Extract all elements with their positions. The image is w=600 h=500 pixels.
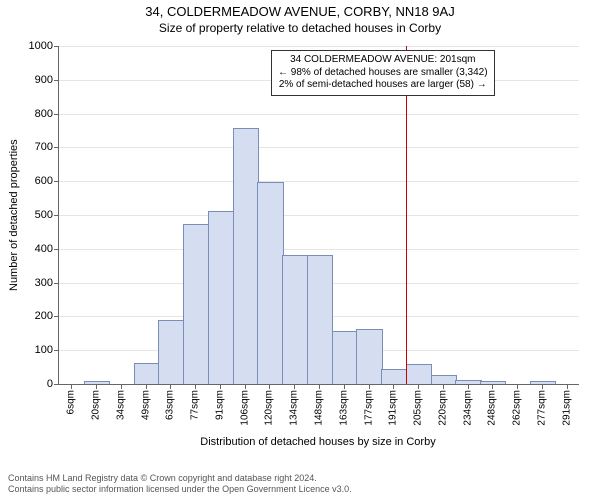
x-tick-mark	[443, 384, 444, 389]
x-tick-mark	[245, 384, 246, 389]
histogram-bar	[134, 363, 160, 384]
chart-subtitle: Size of property relative to detached ho…	[0, 19, 600, 39]
footer-line-1: Contains HM Land Registry data © Crown c…	[8, 473, 352, 485]
chart-container: 34, COLDERMEADOW AVENUE, CORBY, NN18 9AJ…	[0, 0, 600, 500]
histogram-bar	[282, 255, 308, 384]
y-tick-label: 300	[35, 277, 59, 289]
x-tick-label: 148sqm	[314, 390, 325, 426]
x-tick-mark	[294, 384, 295, 389]
y-tick-label: 500	[35, 209, 59, 221]
x-tick-label: 49sqm	[140, 390, 151, 420]
y-tick-label: 400	[35, 243, 59, 255]
x-tick-label: 20sqm	[91, 390, 102, 420]
footer-line-2: Contains public sector information licen…	[8, 484, 352, 496]
x-tick-mark	[220, 384, 221, 389]
plot-area: 010020030040050060070080090010006sqm20sq…	[58, 46, 579, 385]
annotation-box: 34 COLDERMEADOW AVENUE: 201sqm← 98% of d…	[271, 50, 495, 96]
x-tick-mark	[344, 384, 345, 389]
x-tick-label: 106sqm	[239, 390, 250, 426]
gridline-h	[59, 46, 579, 47]
histogram-bar	[233, 128, 259, 384]
histogram-bar	[356, 329, 382, 384]
x-tick-mark	[319, 384, 320, 389]
x-tick-mark	[468, 384, 469, 389]
x-tick-label: 262sqm	[512, 390, 523, 426]
gridline-h	[59, 147, 579, 148]
histogram-bar	[158, 320, 184, 384]
x-axis-title: Distribution of detached houses by size …	[58, 436, 578, 448]
x-tick-mark	[393, 384, 394, 389]
histogram-bar	[183, 224, 209, 384]
y-tick-label: 600	[35, 175, 59, 187]
x-tick-label: 63sqm	[165, 390, 176, 420]
y-tick-label: 0	[47, 378, 59, 390]
histogram-bar	[307, 255, 333, 384]
x-tick-label: 205sqm	[413, 390, 424, 426]
histogram-bar	[257, 182, 283, 384]
x-tick-mark	[121, 384, 122, 389]
y-tick-label: 700	[35, 141, 59, 153]
histogram-bar	[530, 381, 556, 384]
x-tick-mark	[542, 384, 543, 389]
gridline-h	[59, 215, 579, 216]
x-tick-mark	[567, 384, 568, 389]
x-tick-label: 120sqm	[264, 390, 275, 426]
x-tick-label: 177sqm	[363, 390, 374, 426]
reference-marker-line	[406, 46, 407, 384]
gridline-h	[59, 114, 579, 115]
y-tick-label: 1000	[29, 40, 59, 52]
x-tick-mark	[170, 384, 171, 389]
histogram-bar	[455, 380, 481, 384]
x-tick-label: 91sqm	[214, 390, 225, 420]
y-tick-label: 900	[35, 74, 59, 86]
x-tick-label: 248sqm	[487, 390, 498, 426]
histogram-bar	[431, 375, 457, 384]
histogram-bar	[406, 364, 432, 384]
x-tick-label: 34sqm	[115, 390, 126, 420]
x-tick-label: 6sqm	[66, 390, 77, 414]
annotation-line: ← 98% of detached houses are smaller (3,…	[278, 67, 488, 80]
x-tick-label: 77sqm	[190, 390, 201, 420]
y-axis-title: Number of detached properties	[8, 139, 20, 291]
x-tick-label: 191sqm	[388, 390, 399, 426]
histogram-bar	[381, 369, 407, 384]
x-tick-label: 163sqm	[338, 390, 349, 426]
x-tick-label: 291sqm	[561, 390, 572, 426]
histogram-bar	[332, 331, 358, 384]
annotation-line: 2% of semi-detached houses are larger (5…	[278, 79, 488, 92]
gridline-h	[59, 181, 579, 182]
x-tick-mark	[492, 384, 493, 389]
x-tick-label: 234sqm	[462, 390, 473, 426]
annotation-line: 34 COLDERMEADOW AVENUE: 201sqm	[278, 54, 488, 67]
x-tick-mark	[517, 384, 518, 389]
x-tick-mark	[96, 384, 97, 389]
footer-text: Contains HM Land Registry data © Crown c…	[8, 473, 352, 496]
x-tick-label: 220sqm	[437, 390, 448, 426]
x-tick-mark	[269, 384, 270, 389]
gridline-h	[59, 249, 579, 250]
x-tick-mark	[369, 384, 370, 389]
histogram-bar	[208, 211, 234, 384]
x-tick-mark	[146, 384, 147, 389]
y-tick-label: 800	[35, 108, 59, 120]
x-tick-mark	[71, 384, 72, 389]
x-tick-label: 134sqm	[289, 390, 300, 426]
x-tick-mark	[418, 384, 419, 389]
x-tick-mark	[195, 384, 196, 389]
chart-title: 34, COLDERMEADOW AVENUE, CORBY, NN18 9AJ	[0, 0, 600, 19]
y-tick-label: 200	[35, 310, 59, 322]
y-tick-label: 100	[35, 344, 59, 356]
x-tick-label: 277sqm	[536, 390, 547, 426]
